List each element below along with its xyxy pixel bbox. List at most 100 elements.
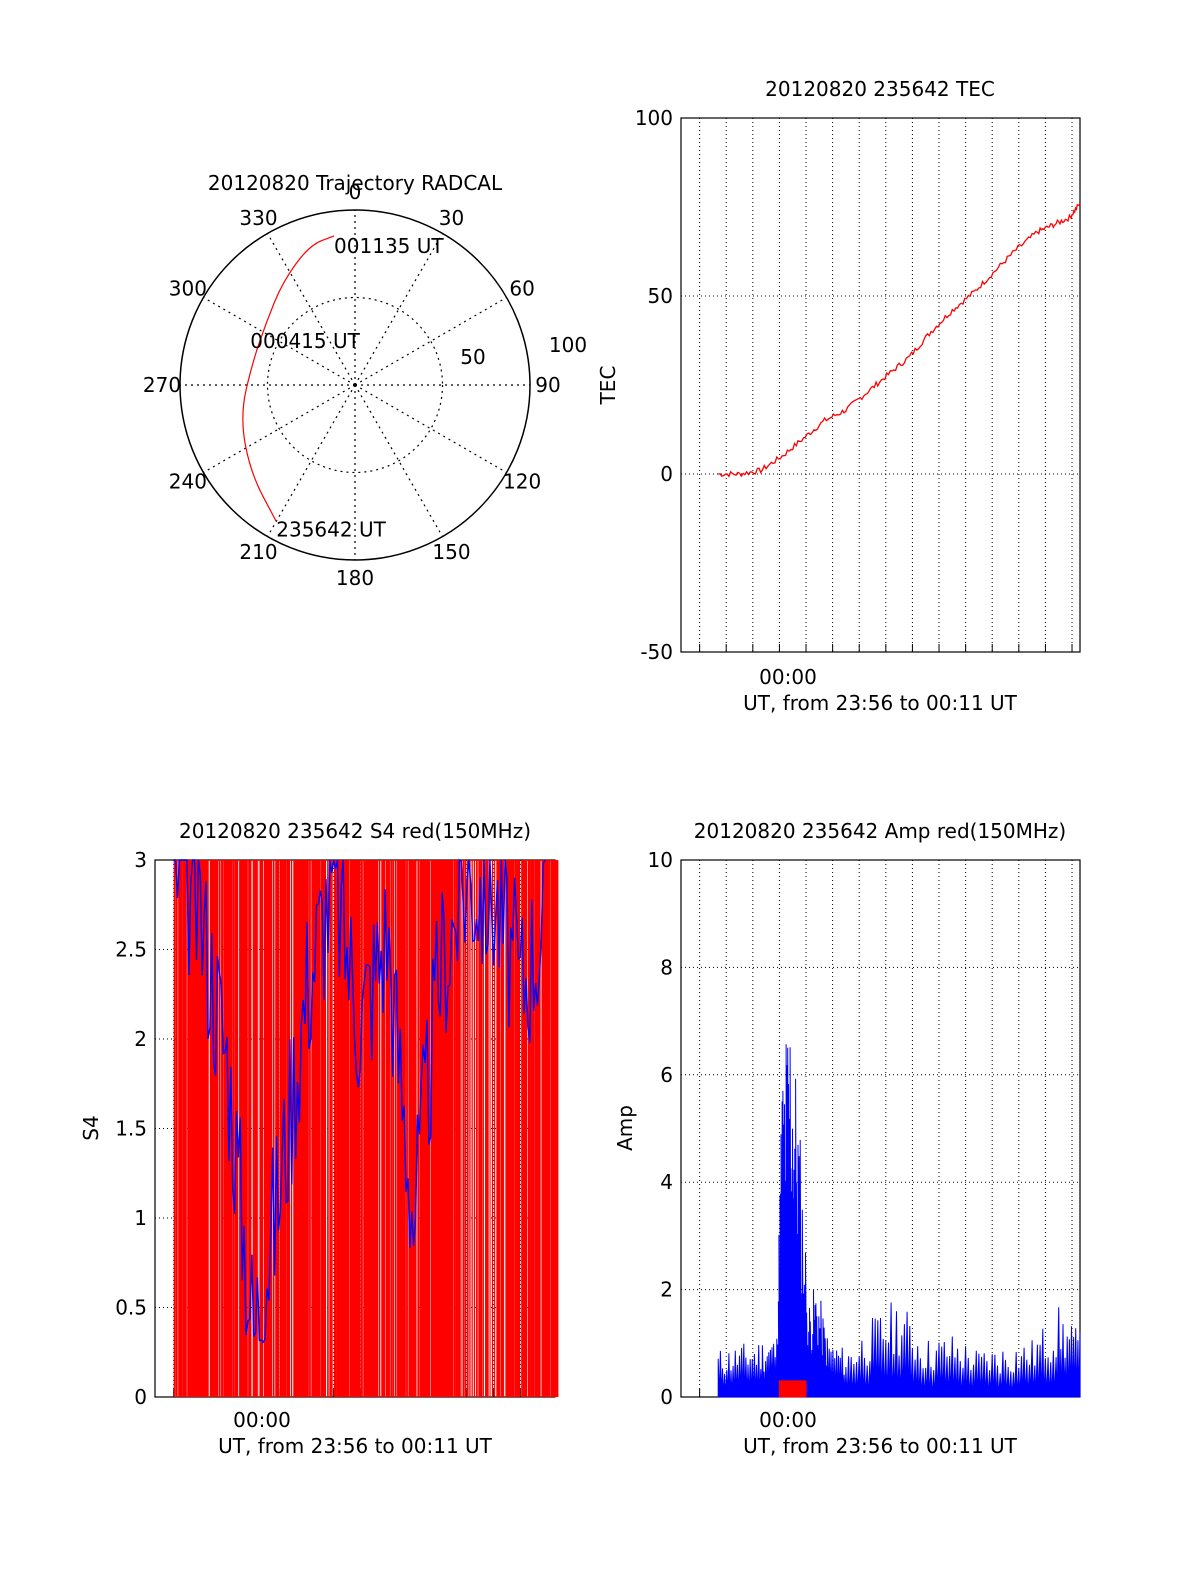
s4-red-spike xyxy=(408,860,413,1397)
amp-chart: 20120820 235642 Amp red(150MHz) 0246810 … xyxy=(613,819,1081,1458)
polar-trajectory-chart: 20120820 Trajectory RADCAL 0 30 60 90 120 150… xyxy=(143,171,587,590)
s4-red-spike xyxy=(178,860,183,1397)
plot-frame xyxy=(680,859,1081,1398)
s4-red-spike xyxy=(358,860,360,1397)
s4-red-spike xyxy=(552,860,556,1397)
s4-red-spike xyxy=(530,860,535,1397)
s4-red-spike xyxy=(218,860,221,1397)
s4-red-spike xyxy=(311,860,316,1397)
s4-red-spike xyxy=(444,860,449,1397)
polar-azimuth-label: 0 xyxy=(349,180,362,204)
amp-x-tick-label: 00:00 xyxy=(759,1408,817,1432)
y-tick-label: -50 xyxy=(640,640,673,664)
s4-red-spike xyxy=(536,860,541,1397)
s4-y-ticks: 0 0.5 1 1.5 2 2.5 3 xyxy=(115,848,147,1409)
tec-x-tick-label: 00:00 xyxy=(759,665,817,689)
s4-red-spike xyxy=(478,860,481,1397)
s4-red-spike xyxy=(410,860,415,1397)
y-tick-label: 0 xyxy=(660,1385,673,1409)
s4-red-spike xyxy=(304,860,309,1397)
s4-red-spike xyxy=(300,860,304,1397)
s4-red-spike xyxy=(180,860,183,1397)
s4-red-spike xyxy=(385,860,390,1397)
s4-red-spike xyxy=(471,860,473,1397)
polar-azimuth-label: 210 xyxy=(239,540,277,564)
s4-red-spike xyxy=(415,860,417,1397)
polar-grid xyxy=(179,209,531,561)
s4-red-spike xyxy=(268,860,272,1397)
s4-red-spike xyxy=(401,860,406,1397)
trajectory-line xyxy=(242,235,335,522)
s4-red-spike xyxy=(315,860,321,1397)
tec-y-label: TEC xyxy=(596,366,620,406)
polar-azimuth-label: 60 xyxy=(509,277,534,301)
tec-y-ticks: -50 0 50 100 xyxy=(635,106,673,664)
polar-spoke xyxy=(266,384,356,537)
s4-red-spike xyxy=(248,860,252,1397)
s4-red-spike xyxy=(203,860,207,1397)
y-tick-label: 100 xyxy=(635,106,673,130)
y-tick-label: 8 xyxy=(660,955,673,979)
s4-red-spike xyxy=(424,860,428,1397)
s4-red-spike xyxy=(250,860,252,1397)
s4-red-spike xyxy=(462,860,465,1397)
s4-red-spike xyxy=(372,860,377,1397)
s4-red-spike xyxy=(272,860,275,1397)
s4-red-spike xyxy=(221,860,224,1397)
s4-red-spike xyxy=(356,860,361,1397)
y-tick-label: 0 xyxy=(134,1385,147,1409)
trajectory-time-label: 001135 UT xyxy=(334,234,444,258)
s4-red-spike xyxy=(345,860,350,1397)
s4-red-spike xyxy=(485,860,489,1397)
s4-red-spike xyxy=(338,860,342,1397)
s4-red-spike xyxy=(241,860,245,1397)
tec-series-line xyxy=(718,203,1081,478)
s4-red-spike xyxy=(340,860,344,1397)
s4-red-spike xyxy=(473,860,476,1397)
s4-red-spike xyxy=(212,860,216,1397)
s4-red-spike xyxy=(279,860,284,1397)
s4-red-spike xyxy=(439,860,444,1397)
tec-grid xyxy=(680,117,1081,653)
s4-red-spike xyxy=(200,860,204,1397)
y-tick-label: 10 xyxy=(648,848,673,872)
s4-red-spike xyxy=(365,860,369,1397)
s4-red-spike xyxy=(430,860,435,1397)
tec-chart: 20120820 235642 TEC -50 0 50 100 00:00 UT, … xyxy=(596,77,1081,715)
s4-red-spike xyxy=(205,860,209,1397)
s4-red-spike xyxy=(412,860,417,1397)
s4-red-spike xyxy=(460,860,462,1397)
polar-spoke xyxy=(203,384,356,474)
s4-red-spike xyxy=(324,860,327,1397)
s4-red-spike xyxy=(275,860,280,1397)
s4-red-spike xyxy=(532,860,534,1397)
s4-red-spike xyxy=(263,860,269,1397)
s4-red-spike xyxy=(514,860,517,1397)
s4-red-spike xyxy=(266,860,271,1397)
s4-red-spike xyxy=(374,860,379,1397)
s4-red-spike xyxy=(491,860,494,1397)
s4-red-spike xyxy=(442,860,446,1397)
s4-red-spike xyxy=(354,860,358,1397)
s4-red-spike xyxy=(518,860,521,1397)
s4-red-spike xyxy=(448,860,454,1397)
s4-red-spike xyxy=(509,860,514,1397)
polar-azimuth-label: 330 xyxy=(239,206,277,230)
s4-red-spike xyxy=(173,860,176,1397)
s4-red-spike xyxy=(539,860,541,1397)
s4-red-spike xyxy=(363,860,366,1397)
s4-red-spike xyxy=(482,860,484,1397)
s4-red-spike xyxy=(320,860,324,1397)
amp-y-label: Amp xyxy=(613,1105,637,1151)
s4-red-spike xyxy=(297,860,302,1397)
s4-red-spike xyxy=(516,860,520,1397)
tec-title: 20120820 235642 TEC xyxy=(765,77,995,101)
s4-red-spike xyxy=(245,860,248,1397)
s4-red-spike xyxy=(182,860,186,1397)
s4-red-spike xyxy=(435,860,440,1397)
polar-azimuth-label: 300 xyxy=(169,277,207,301)
s4-red-spike xyxy=(467,860,469,1397)
s4-red-spike xyxy=(525,860,528,1397)
y-tick-label: 0 xyxy=(660,462,673,486)
s4-red-spike xyxy=(388,860,390,1397)
